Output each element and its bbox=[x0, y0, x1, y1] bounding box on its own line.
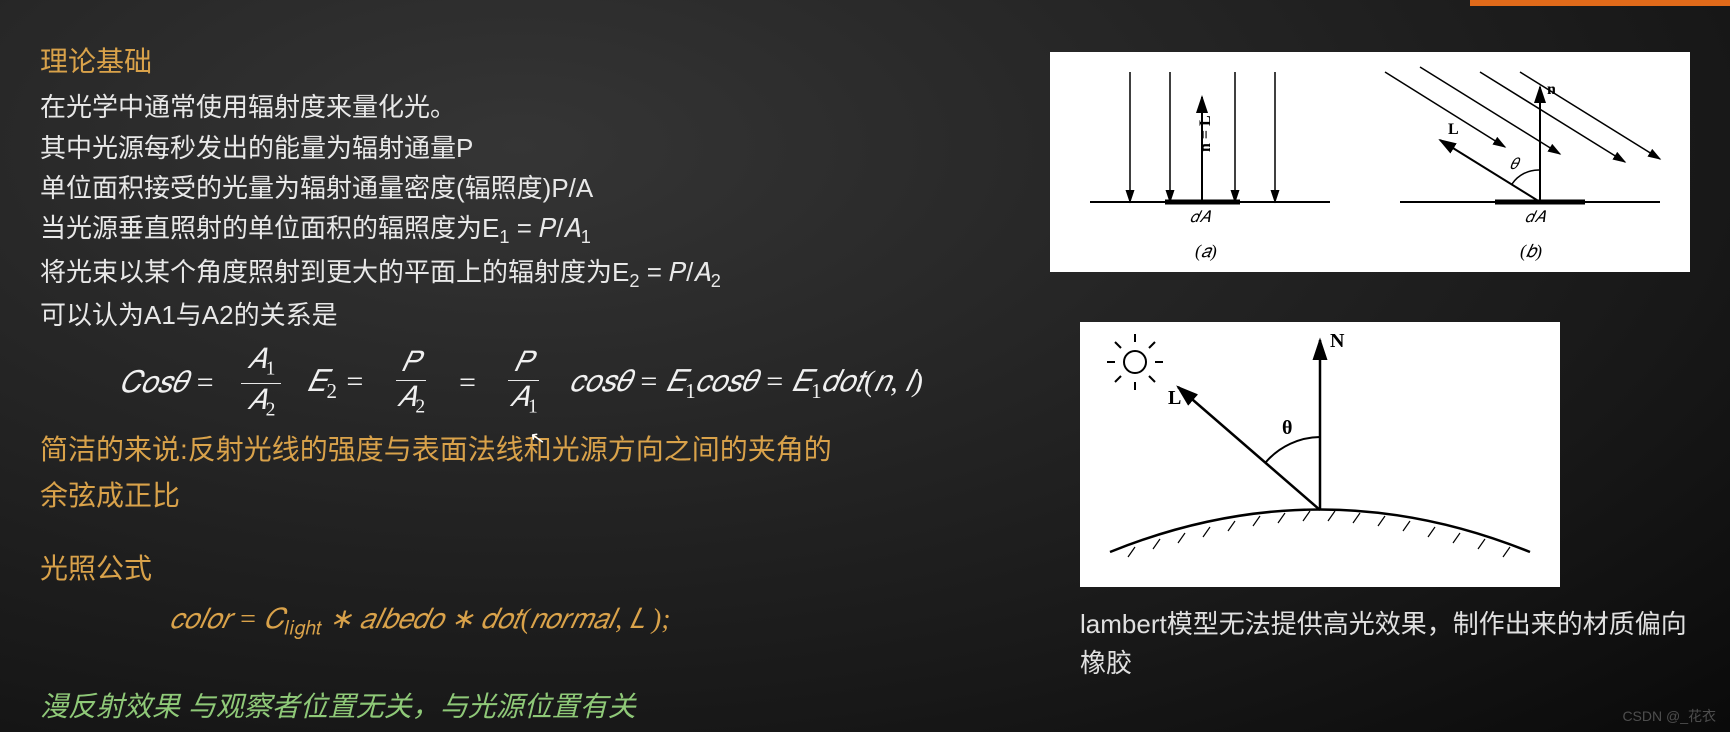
p5-a: 将光束以某个角度照射到更大的平面上的辐射度为E bbox=[40, 257, 629, 287]
diagram-caption: lambert模型无法提供高光效果，制作出来的材质偏向橡胶 bbox=[1080, 605, 1690, 683]
orange-accent-bar bbox=[1470, 0, 1730, 6]
label-N: N bbox=[1330, 330, 1345, 352]
accent-line-1: 简洁的来说:反射光线的强度与表面法线和光源方向之间的夹角的 bbox=[40, 429, 960, 471]
label-dA-b: 𝑑𝐴 bbox=[1525, 209, 1546, 226]
p5-sub2: 2 bbox=[711, 271, 721, 291]
para-2: 其中光源每秒发出的能量为辐射通量P bbox=[40, 128, 960, 168]
label-theta: 𝜃 bbox=[1510, 156, 1521, 173]
p4-sub1: 1 bbox=[499, 227, 509, 247]
para-6: 可以认为A1与A2的关系是 bbox=[40, 295, 960, 335]
heading-formula: 光照公式 bbox=[40, 547, 960, 590]
left-column: 理论基础 在光学中通常使用辐射度来量化光。 其中光源每秒发出的能量为辐射通量P … bbox=[40, 40, 960, 728]
color-formula: 𝑐𝑜𝑙𝑜𝑟 = 𝐶𝑙𝑖𝑔ℎ𝑡 ∗ 𝑎𝑙𝑏𝑒𝑑𝑜 ∗ 𝑑𝑜𝑡(𝑛𝑜𝑟𝑚𝑎𝑙, 𝐿 … bbox=[170, 598, 960, 645]
watermark: CSDN @_花衣 bbox=[1622, 706, 1716, 726]
label-L2: L bbox=[1168, 387, 1181, 409]
diagram-top: n = L 𝑑𝐴 (𝑎) n L 𝜃 𝑑𝐴 (𝑏) bbox=[1050, 52, 1690, 272]
label-L: L bbox=[1448, 121, 1459, 138]
formula-main: 𝐶𝑜𝑠𝜃 = 𝐴1 𝐴2 𝐸2 = 𝑃 𝐴2 = 𝑃 𝐴1 𝑐𝑜𝑠𝜃 = 𝐸1𝑐… bbox=[120, 345, 960, 420]
para-4: 当光源垂直照射的单位面积的辐照度为E1 = 𝑃/𝐴1 bbox=[40, 208, 960, 251]
accent-line-2: 余弦成正比 bbox=[40, 475, 960, 517]
label-b: (𝑏) bbox=[1520, 241, 1542, 262]
cf-a: 𝑐𝑜𝑙𝑜𝑟 = 𝐶 bbox=[170, 604, 284, 635]
heading-theory: 理论基础 bbox=[40, 40, 960, 83]
label-theta2: θ bbox=[1282, 417, 1292, 439]
p5-sub1: 2 bbox=[629, 271, 639, 291]
frac-pa1: 𝑃 𝐴1 bbox=[503, 348, 543, 419]
para-3: 单位面积接受的光量为辐射通量密度(辐照度)P/A bbox=[40, 168, 960, 208]
f-e2: 𝐸2 = bbox=[307, 359, 364, 408]
p4-sub2: 1 bbox=[581, 227, 591, 247]
p4-a: 当光源垂直照射的单位面积的辐照度为E bbox=[40, 213, 499, 243]
svg-text:n = L: n = L bbox=[1197, 115, 1214, 152]
f-cos: 𝐶𝑜𝑠𝜃 = bbox=[120, 360, 215, 407]
para-1: 在光学中通常使用辐射度来量化光。 bbox=[40, 87, 960, 127]
label-a: (𝑎) bbox=[1195, 241, 1217, 262]
para-5: 将光束以某个角度照射到更大的平面上的辐射度为E2 = 𝑃/𝐴2 bbox=[40, 252, 960, 295]
p4-b: = 𝑃/𝐴 bbox=[509, 213, 580, 243]
label-dA-a: 𝑑𝐴 bbox=[1190, 209, 1211, 226]
right-column: n = L 𝑑𝐴 (𝑎) n L 𝜃 𝑑𝐴 (𝑏) bbox=[1030, 52, 1690, 683]
diagram-bottom: N L θ bbox=[1080, 322, 1560, 587]
frac-pa2: 𝑃 𝐴2 bbox=[391, 348, 431, 419]
cf-sub: 𝑙𝑖𝑔ℎ𝑡 bbox=[284, 619, 322, 640]
frac-a1a2: 𝐴1 𝐴2 bbox=[241, 345, 281, 420]
cf-b: ∗ 𝑎𝑙𝑏𝑒𝑑𝑜 ∗ 𝑑𝑜𝑡(𝑛𝑜𝑟𝑚𝑎𝑙, 𝐿 ); bbox=[322, 604, 671, 635]
f-eq2: = bbox=[457, 360, 477, 407]
f-tail: 𝑐𝑜𝑠𝜃 = 𝐸1𝑐𝑜𝑠𝜃 = 𝐸1𝑑𝑜𝑡(𝑛, 𝑙) bbox=[570, 359, 923, 408]
green-note: 漫反射效果 与观察者位置无关，与光源位置有关 bbox=[40, 685, 960, 728]
p5-b: = 𝑃/𝐴 bbox=[639, 257, 710, 287]
